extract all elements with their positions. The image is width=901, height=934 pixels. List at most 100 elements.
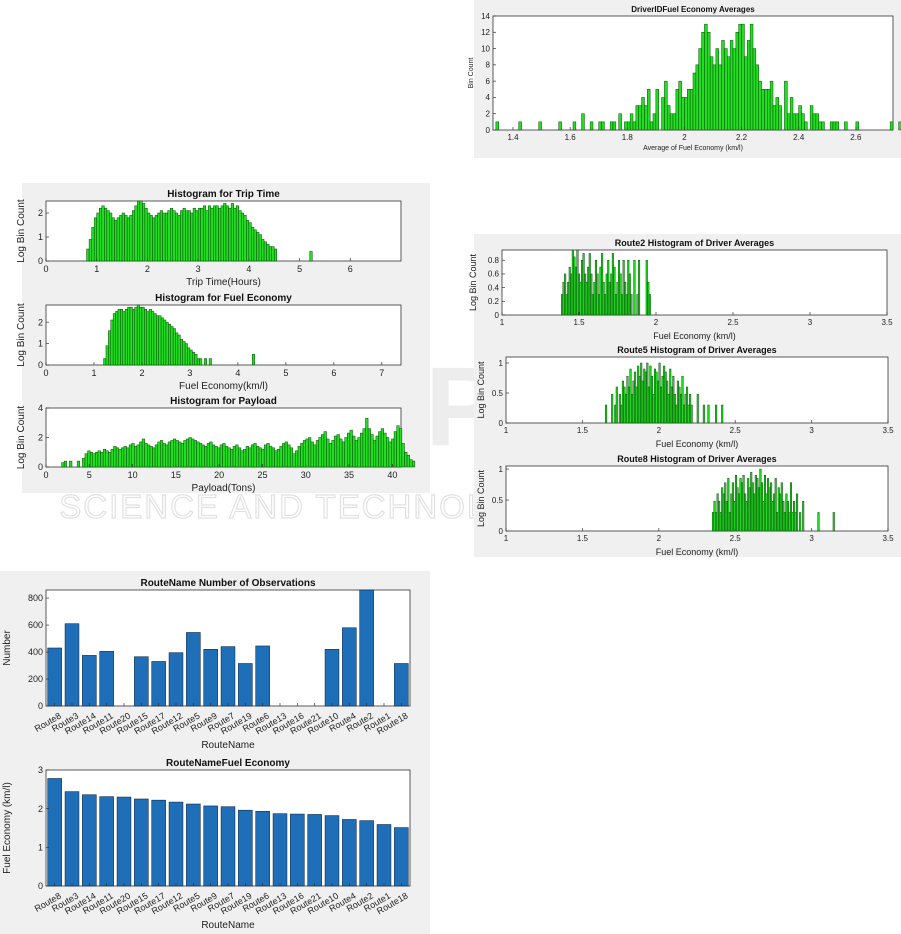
histogram-bar	[63, 460, 68, 468]
category-bar	[168, 801, 184, 887]
x-tick-label: 6	[348, 264, 353, 274]
y-tick-label: 6	[486, 77, 491, 86]
y-tick-label: 2	[38, 804, 43, 814]
x-axis-label: Fuel Economy (km/l)	[656, 439, 739, 449]
y-tick-label: 0.4	[488, 283, 500, 292]
histogram-bar	[727, 478, 730, 532]
histogram-bar	[495, 121, 499, 131]
y-tick-label: 400	[28, 647, 43, 657]
histogram-bar	[581, 113, 585, 131]
y-axis-label: Log Bin Count	[16, 406, 27, 470]
y-tick-label: 2	[38, 433, 43, 443]
x-tick-label: 1	[91, 368, 96, 378]
x-tick-label: 3	[808, 318, 813, 327]
y-tick-label: 8	[486, 61, 491, 70]
x-tick-label: 1	[500, 318, 505, 327]
x-tick-label: 1.5	[577, 534, 589, 543]
x-tick-label: 3	[187, 368, 192, 378]
histogram-bar	[630, 294, 633, 316]
x-tick-label: 35	[344, 470, 354, 480]
x-tick-label: 2	[654, 318, 659, 327]
x-tick-label: 2.4	[793, 133, 805, 142]
x-tick-label: 3.5	[882, 426, 894, 435]
x-tick-label: 4	[246, 264, 251, 274]
x-tick-label: 2	[139, 368, 144, 378]
x-tick-label: 1	[94, 264, 99, 274]
x-tick-label: 3.5	[882, 534, 894, 543]
category-bar	[47, 778, 62, 887]
x-tick-label: 4	[235, 368, 240, 378]
x-axis-label: Fuel Economy (km/l)	[653, 331, 736, 341]
y-tick-label: 2	[486, 110, 491, 119]
histogram-bar	[832, 512, 835, 532]
histogram-bar	[252, 354, 255, 366]
chart-title: Route5 Histogram of Driver Averages	[617, 345, 776, 355]
y-tick-label: 3	[38, 765, 43, 775]
category-bar	[290, 813, 305, 887]
y-tick-label: 0.5	[492, 496, 504, 505]
chart-title: RouteName Number of Observations	[140, 578, 315, 589]
x-tick-label: 2.2	[736, 133, 748, 142]
histogram-bar	[821, 121, 825, 131]
plot-area	[45, 304, 402, 366]
category-bar	[134, 798, 149, 887]
y-tick-label: 0	[499, 527, 504, 536]
category-bar	[324, 815, 340, 887]
histogram-bar	[605, 404, 608, 424]
histogram-bar	[835, 121, 839, 131]
histogram-bar	[558, 121, 562, 131]
x-tick-label: 1.4	[507, 133, 519, 142]
histogram-bar	[69, 460, 73, 468]
y-tick-label: 0	[486, 126, 491, 135]
x-tick-label: 1.6	[565, 133, 577, 142]
histogram-bar	[199, 358, 203, 366]
x-tick-label: 15	[171, 470, 181, 480]
histogram-bar	[615, 386, 618, 424]
y-tick-label: 12	[481, 28, 490, 37]
histogram-bar	[613, 266, 616, 316]
category-bar	[82, 794, 97, 887]
plot-area	[505, 465, 889, 532]
category-bar	[307, 814, 322, 887]
x-tick-label: 3	[809, 426, 814, 435]
y-tick-label: 0	[495, 311, 500, 320]
x-tick-label: 1	[504, 534, 509, 543]
chart-title: Histogram for Payload	[170, 396, 277, 407]
y-axis-label: Log Bin Count	[476, 361, 486, 419]
histogram-bar	[804, 121, 808, 131]
category-bar	[394, 827, 409, 887]
x-tick-label: 3	[809, 534, 814, 543]
histogram-bar	[855, 121, 859, 131]
y-tick-label: 10	[481, 44, 490, 53]
y-tick-label: 0	[38, 360, 43, 370]
x-tick-label: 40	[387, 470, 397, 480]
histogram-bar	[208, 358, 212, 366]
x-tick-label: 5	[87, 470, 92, 480]
x-axis-label: Trip Time(Hours)	[186, 277, 261, 288]
y-tick-label: 1	[38, 842, 43, 852]
histogram-bar	[796, 493, 799, 532]
y-tick-label: 2	[38, 208, 43, 218]
y-tick-label: 800	[28, 593, 43, 603]
x-tick-label: 0	[43, 264, 48, 274]
x-tick-label: 5	[297, 264, 302, 274]
histogram-bar	[707, 404, 710, 424]
histogram-bar	[273, 248, 278, 262]
histogram-bar	[789, 482, 792, 532]
x-tick-label: 2	[145, 264, 150, 274]
x-tick-label: 5	[283, 368, 288, 378]
histogram-bar	[696, 393, 699, 424]
y-tick-label: 0.5	[492, 389, 504, 398]
category-bar	[116, 796, 132, 887]
category-bar	[151, 799, 166, 887]
histogram-bar	[702, 404, 705, 424]
x-tick-label: 2.5	[727, 318, 739, 327]
histogram-bar	[715, 404, 718, 424]
